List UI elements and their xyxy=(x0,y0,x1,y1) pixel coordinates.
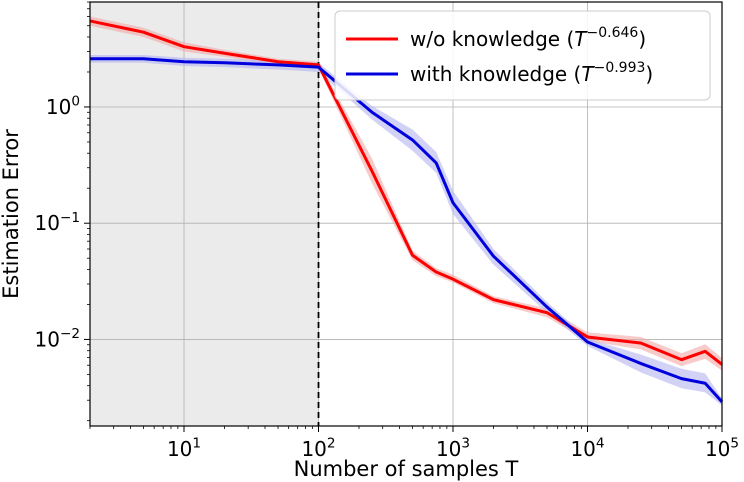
shaded-region xyxy=(90,2,319,426)
y-axis-label: Estimation Error xyxy=(0,129,23,299)
x-tick-label: 101 xyxy=(167,436,201,461)
x-tick-label: 102 xyxy=(301,436,335,461)
x-tick-label: 105 xyxy=(705,436,739,461)
legend-label-1: with knowledge (T−0.993) xyxy=(410,60,653,86)
y-tick-label: 100 xyxy=(46,94,80,119)
x-tick-label: 103 xyxy=(436,436,470,461)
y-tick-label: 10−2 xyxy=(35,326,81,351)
legend-label-0: w/o knowledge (T−0.646) xyxy=(410,25,646,51)
plot-frame xyxy=(89,1,723,427)
y-tick-label: 10−1 xyxy=(35,210,81,235)
series-1-line xyxy=(90,57,724,403)
x-axis-label: Number of samples T xyxy=(294,457,519,481)
x-tick-label: 104 xyxy=(570,436,604,461)
legend-box xyxy=(334,10,711,101)
series-1-band xyxy=(90,54,722,406)
series-0-line xyxy=(89,19,723,366)
legend: w/o knowledge (T−0.646) with knowledge (T… xyxy=(334,10,711,101)
